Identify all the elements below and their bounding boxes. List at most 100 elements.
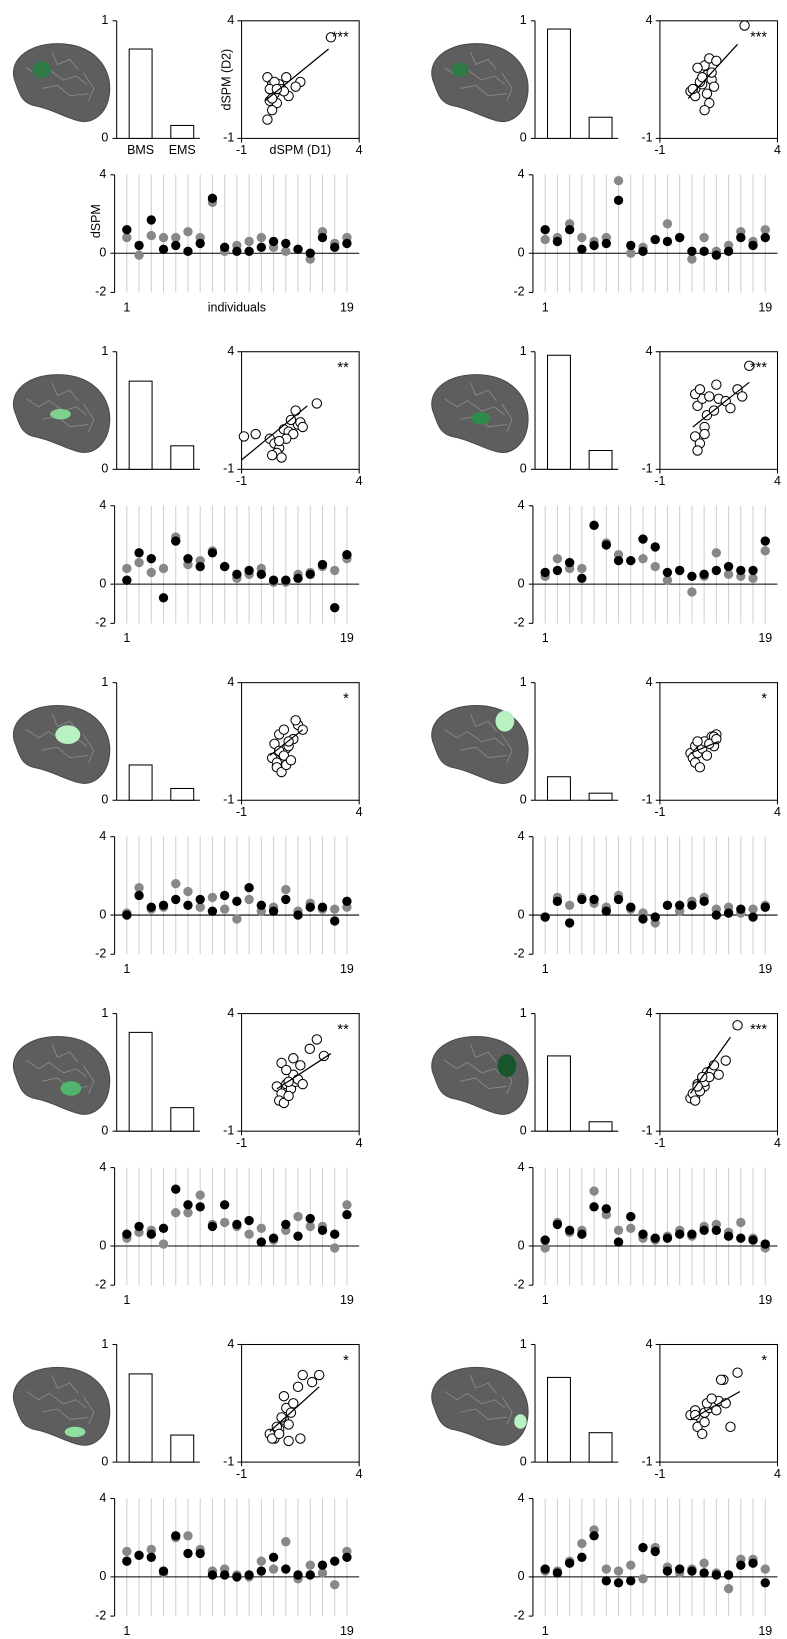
dot (736, 1233, 745, 1242)
dot (208, 1222, 217, 1231)
brain-surface (432, 1036, 528, 1114)
dot (306, 903, 315, 912)
significance: ** (337, 360, 349, 376)
dot (183, 227, 192, 236)
dot (577, 895, 586, 904)
dot (244, 237, 253, 246)
dot (736, 1218, 745, 1227)
dot (330, 603, 339, 612)
dot (577, 245, 586, 254)
dot (196, 1202, 205, 1211)
dot (602, 906, 611, 915)
dot (244, 895, 253, 904)
y-tick-label: 1 (101, 1006, 108, 1020)
y-tick-label: 0 (520, 793, 527, 807)
scatter-point (284, 1436, 293, 1445)
dot (196, 562, 205, 571)
dot (761, 1239, 770, 1248)
x-tick-label: -1 (654, 805, 665, 819)
dot (602, 1204, 611, 1213)
dot (159, 901, 168, 910)
y-tick-label: 4 (99, 1491, 106, 1505)
y-tick-label: -1 (642, 462, 653, 476)
dot (663, 901, 672, 910)
dot (330, 1230, 339, 1239)
dot (699, 1568, 708, 1577)
dot (736, 1560, 745, 1569)
dot (638, 1230, 647, 1239)
dot (183, 1531, 192, 1540)
dot (220, 905, 229, 914)
dot (220, 562, 229, 571)
bar (171, 1435, 194, 1462)
scatter-point (279, 1392, 288, 1401)
brain-surface (13, 44, 109, 122)
dot (687, 901, 696, 910)
dot (626, 1576, 635, 1585)
y-axis-label: dSPM (D2) (219, 49, 233, 111)
scatter-point (286, 756, 295, 765)
dot (565, 901, 574, 910)
scatter-point (275, 436, 284, 445)
dot (675, 233, 684, 242)
y-tick-label: 0 (101, 131, 108, 145)
dot (638, 247, 647, 256)
y-tick-label: -2 (95, 616, 106, 630)
dot (602, 1576, 611, 1585)
dot (281, 576, 290, 585)
dot (257, 1237, 266, 1246)
dot (293, 245, 302, 254)
brain-surface (432, 706, 528, 784)
dot (147, 1553, 156, 1562)
dot (651, 562, 660, 571)
y-tick-label: 1 (101, 1337, 108, 1351)
scatter-point (698, 1429, 707, 1438)
brain-surface (13, 1367, 109, 1445)
bar (548, 777, 571, 801)
dot (318, 560, 327, 569)
dot (306, 1570, 315, 1579)
y-tick-label: 1 (101, 675, 108, 689)
scatter-point (307, 1377, 316, 1386)
y-tick-label: 4 (646, 1337, 653, 1351)
dot (306, 1560, 315, 1569)
dot (577, 233, 586, 242)
x-tick-label: 4 (356, 474, 363, 488)
dot (147, 1230, 156, 1239)
dot (565, 1226, 574, 1235)
dot (638, 914, 647, 923)
dot (220, 891, 229, 900)
dot (553, 237, 562, 246)
bar (548, 29, 571, 138)
brain-surface (13, 706, 109, 784)
dot (553, 1220, 562, 1229)
scatter-point (282, 1065, 291, 1074)
dot (553, 897, 562, 906)
dot (134, 250, 143, 259)
dot (553, 1568, 562, 1577)
dot (330, 566, 339, 575)
dot (122, 576, 131, 585)
x-tick-label: 1 (542, 962, 549, 976)
y-tick-label: -1 (223, 462, 234, 476)
dot (281, 1564, 290, 1573)
brain-region (495, 711, 514, 732)
dot (281, 1220, 290, 1229)
x-tick-label: 4 (356, 1136, 363, 1150)
scatter-point (267, 451, 276, 460)
dot (577, 574, 586, 583)
dot (748, 912, 757, 921)
dot (196, 239, 205, 248)
dot (748, 1559, 757, 1568)
y-tick-label: 1 (520, 13, 527, 27)
dot (675, 566, 684, 575)
brain-region (514, 1414, 526, 1429)
dot (663, 1566, 672, 1575)
dot (761, 536, 770, 545)
dot (614, 176, 623, 185)
bar (548, 1377, 571, 1462)
y-tick-label: 0 (520, 1454, 527, 1468)
scatter-point (277, 453, 286, 462)
dot (761, 546, 770, 555)
bar (589, 1122, 612, 1131)
